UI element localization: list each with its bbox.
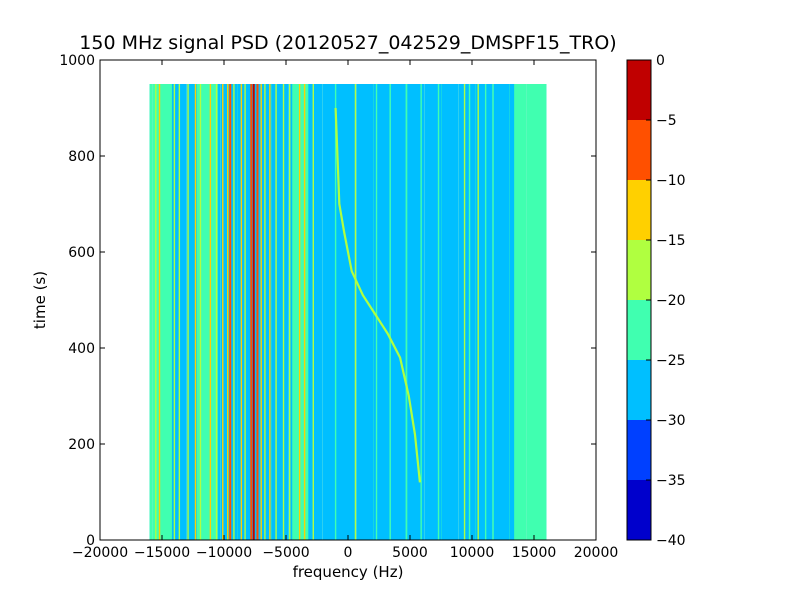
y-axis-ticks: 0 200 400 600 800 1000 bbox=[59, 53, 596, 549]
x-tick-label: 5000 bbox=[392, 545, 428, 561]
spectrogram-heatmap bbox=[149, 84, 547, 540]
y-axis-label: time (s) bbox=[31, 271, 49, 329]
y-tick-label: 600 bbox=[68, 245, 95, 261]
colorbar-segment bbox=[627, 360, 651, 420]
colorbar-segment bbox=[627, 480, 651, 540]
x-tick-label: −20000 bbox=[72, 545, 128, 561]
x-tick-label: −5000 bbox=[262, 545, 309, 561]
chart-title: 150 MHz signal PSD (20120527_042529_DMSP… bbox=[79, 32, 616, 54]
colorbar: −40 −35 −30 −25 −20 −15 −10 −5 0 bbox=[626, 53, 686, 549]
doppler-chirp-curve bbox=[334, 107, 422, 483]
colorbar-segment bbox=[627, 120, 651, 180]
y-tick-label: 0 bbox=[86, 533, 95, 549]
y-tick-label: 400 bbox=[68, 341, 95, 357]
colorbar-tick-label: −20 bbox=[656, 293, 686, 309]
x-axis-ticks: −20000 −15000 −10000 −5000 0 5000 10000 15000 20… bbox=[72, 60, 618, 561]
x-tick-label: 20000 bbox=[574, 545, 619, 561]
colorbar-tick-label: −25 bbox=[656, 353, 686, 369]
noise-band bbox=[196, 84, 218, 540]
colorbar-tick-label: −15 bbox=[656, 233, 686, 249]
colorbar-segment bbox=[627, 60, 651, 120]
y-tick-label: 800 bbox=[68, 149, 95, 165]
colorbar-segment bbox=[627, 420, 651, 480]
colorbar-tick-label: −40 bbox=[656, 533, 686, 549]
y-tick-label: 200 bbox=[68, 437, 95, 453]
colorbar-tick-label: −5 bbox=[656, 113, 677, 129]
colorbar-segment bbox=[627, 300, 651, 360]
x-tick-label: 15000 bbox=[512, 545, 557, 561]
x-tick-label: −10000 bbox=[196, 545, 252, 561]
colorbar-tick-label: −30 bbox=[656, 413, 686, 429]
x-axis-label: frequency (Hz) bbox=[293, 563, 404, 581]
x-tick-label: −15000 bbox=[134, 545, 190, 561]
noise-band bbox=[149, 84, 172, 540]
colorbar-tick-label: −35 bbox=[656, 473, 686, 489]
colorbar-segment bbox=[627, 240, 651, 300]
colorbar-segment bbox=[627, 180, 651, 240]
x-tick-label: 0 bbox=[344, 545, 353, 561]
noise-band bbox=[514, 84, 547, 540]
colorbar-tick-label: −10 bbox=[656, 173, 686, 189]
x-tick-label: 10000 bbox=[450, 545, 495, 561]
y-tick-label: 1000 bbox=[59, 53, 95, 69]
colorbar-tick-label: 0 bbox=[656, 53, 665, 69]
plot-area: −20000 −15000 −10000 −5000 0 5000 10000 15000 20… bbox=[59, 53, 618, 561]
